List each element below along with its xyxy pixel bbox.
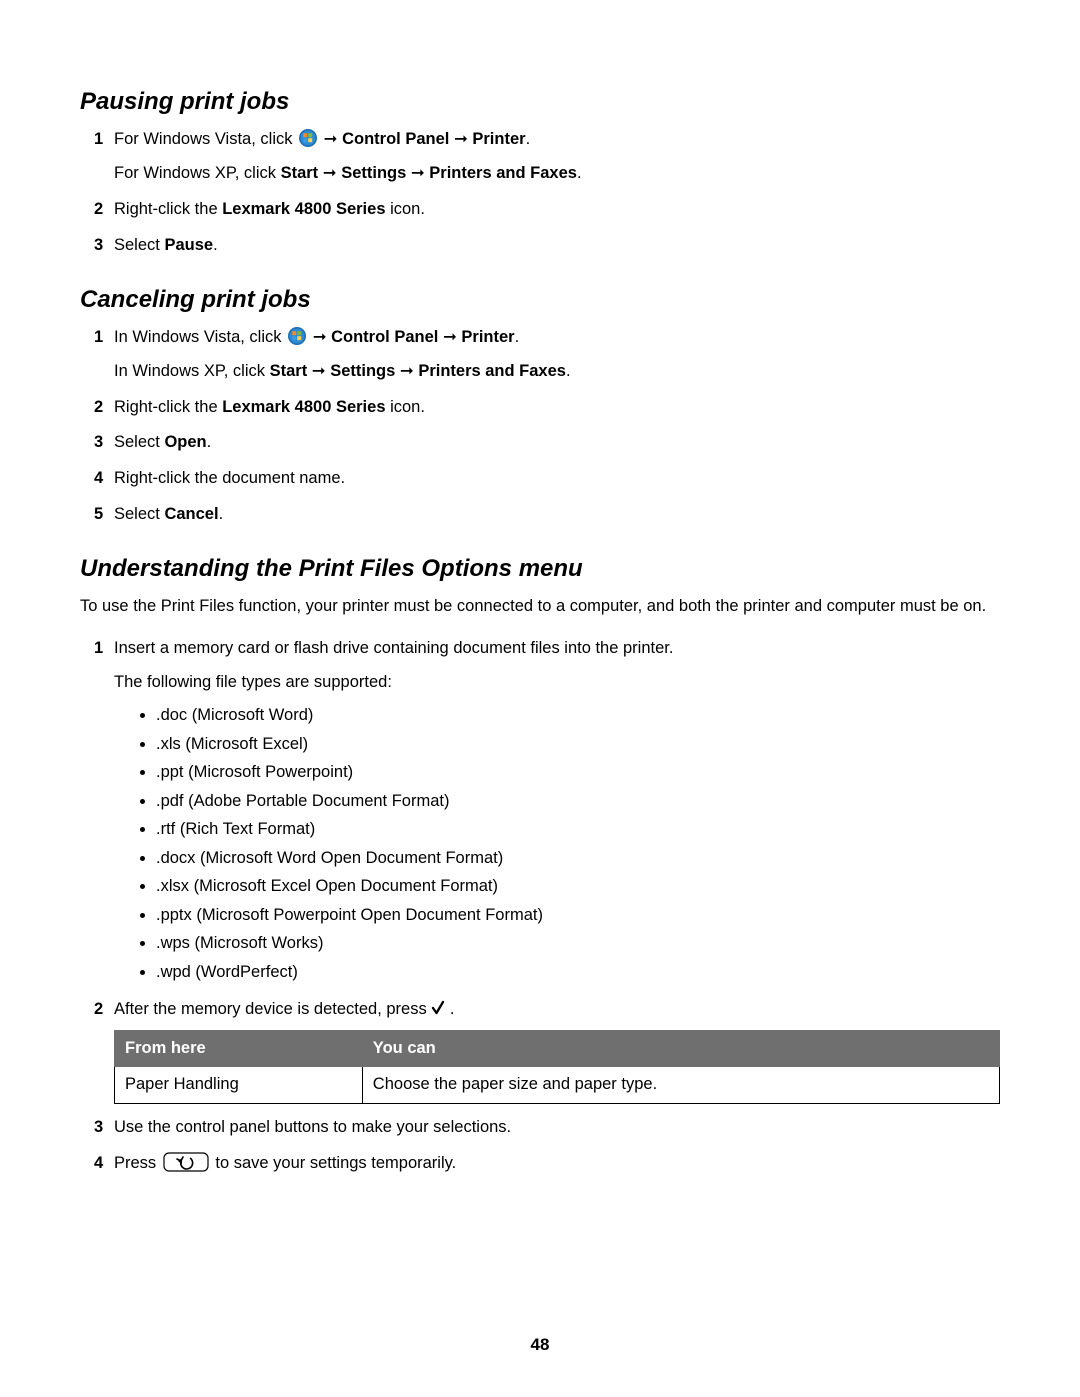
filetype-item: .rtf (Rich Text Format): [156, 817, 1000, 843]
table-row: Paper Handling Choose the paper size and…: [115, 1067, 1000, 1104]
filetype-item: .xls (Microsoft Excel): [156, 732, 1000, 758]
text: Select: [114, 505, 164, 523]
text: The following file types are supported:: [114, 671, 1000, 695]
steps-pausing: 1 For Windows Vista, click ➞ Control Pan…: [80, 128, 1000, 258]
arrow: ➞: [411, 164, 429, 182]
filetype-item: .ppt (Microsoft Powerpoint): [156, 760, 1000, 786]
table-cell: Paper Handling: [115, 1067, 363, 1104]
step: 1 Insert a memory card or flash drive co…: [80, 637, 1000, 985]
filetype-item: .pptx (Microsoft Powerpoint Open Documen…: [156, 903, 1000, 929]
text: For Windows XP, click: [114, 164, 281, 182]
text: Press: [114, 1154, 161, 1172]
step: 5 Select Cancel.: [80, 503, 1000, 527]
bold-text: Cancel: [164, 505, 218, 523]
step: 2 Right-click the Lexmark 4800 Series ic…: [80, 198, 1000, 222]
checkmark-icon: [431, 1000, 450, 1018]
step: 3 Select Pause.: [80, 234, 1000, 258]
arrow: ➞: [400, 362, 418, 380]
arrow: ➞: [323, 164, 341, 182]
bold-text: Printer: [461, 328, 514, 346]
step: 3 Select Open.: [80, 431, 1000, 455]
step: 2 After the memory device is detected, p…: [80, 998, 1000, 1105]
heading-options: Understanding the Print Files Options me…: [80, 555, 1000, 583]
filetype-item: .docx (Microsoft Word Open Document Form…: [156, 846, 1000, 872]
bold-text: Lexmark 4800 Series: [222, 398, 385, 416]
table-header: You can: [362, 1030, 999, 1067]
filetype-item: .xlsx (Microsoft Excel Open Document For…: [156, 874, 1000, 900]
text: Right-click the: [114, 398, 222, 416]
step: 3 Use the control panel buttons to make …: [80, 1116, 1000, 1140]
bold-text: Printer: [472, 130, 525, 148]
arrow: ➞: [312, 362, 330, 380]
bold-text: Printers and Faxes: [429, 164, 577, 182]
heading-pausing: Pausing print jobs: [80, 88, 1000, 116]
steps-options: 1 Insert a memory card or flash drive co…: [80, 637, 1000, 1180]
step: 2 Right-click the Lexmark 4800 Series ic…: [80, 396, 1000, 420]
step: 4 Right-click the document name.: [80, 467, 1000, 491]
table-cell: Choose the paper size and paper type.: [362, 1067, 999, 1104]
bold-text: Pause: [164, 236, 213, 254]
arrow: ➞: [443, 328, 461, 346]
text: In Windows XP, click: [114, 362, 270, 380]
text: After the memory device is detected, pre…: [114, 1000, 431, 1018]
text: For Windows Vista, click: [114, 130, 297, 148]
arrow: ➞: [454, 130, 472, 148]
filetype-list: .doc (Microsoft Word) .xls (Microsoft Exc…: [114, 703, 1000, 986]
options-table: From here You can Paper Handling Choose …: [114, 1030, 1000, 1105]
filetype-item: .wpd (WordPerfect): [156, 960, 1000, 986]
bold-text: Printers and Faxes: [418, 362, 566, 380]
filetype-item: .doc (Microsoft Word): [156, 703, 1000, 729]
table-header: From here: [115, 1030, 363, 1067]
text: In Windows Vista, click: [114, 328, 286, 346]
text: icon.: [386, 200, 425, 218]
text: Select: [114, 433, 164, 451]
arrow: ➞: [324, 130, 342, 148]
text: Use the control panel buttons to make yo…: [114, 1118, 511, 1136]
bold-text: Start: [270, 362, 308, 380]
windows-start-icon: [299, 129, 317, 147]
text: Select: [114, 236, 164, 254]
document-page: Pausing print jobs 1 For Windows Vista, …: [0, 0, 1080, 1180]
text: Right-click the: [114, 200, 222, 218]
text: to save your settings temporarily.: [215, 1154, 456, 1172]
bold-text: Settings: [341, 164, 406, 182]
steps-canceling: 1 In Windows Vista, click ➞ Control Pane…: [80, 326, 1000, 528]
bold-text: Control Panel: [331, 328, 438, 346]
bold-text: Settings: [330, 362, 395, 380]
filetype-item: .pdf (Adobe Portable Document Format): [156, 789, 1000, 815]
text: Right-click the document name.: [114, 469, 345, 487]
heading-canceling: Canceling print jobs: [80, 286, 1000, 314]
filetype-item: .wps (Microsoft Works): [156, 931, 1000, 957]
text: Insert a memory card or flash drive cont…: [114, 639, 673, 657]
intro-text: To use the Print Files function, your pr…: [80, 595, 1000, 619]
step: 4 Press to save your settings temporaril…: [80, 1152, 1000, 1180]
page-number: 48: [0, 1335, 1080, 1355]
text: icon.: [386, 398, 425, 416]
step: 1 For Windows Vista, click ➞ Control Pan…: [80, 128, 1000, 186]
bold-text: Lexmark 4800 Series: [222, 200, 385, 218]
windows-start-icon: [288, 327, 306, 345]
bold-text: Open: [164, 433, 206, 451]
bold-text: Control Panel: [342, 130, 449, 148]
step: 1 In Windows Vista, click ➞ Control Pane…: [80, 326, 1000, 384]
arrow: ➞: [313, 328, 331, 346]
bold-text: Start: [281, 164, 319, 182]
back-button-icon: [163, 1152, 209, 1180]
